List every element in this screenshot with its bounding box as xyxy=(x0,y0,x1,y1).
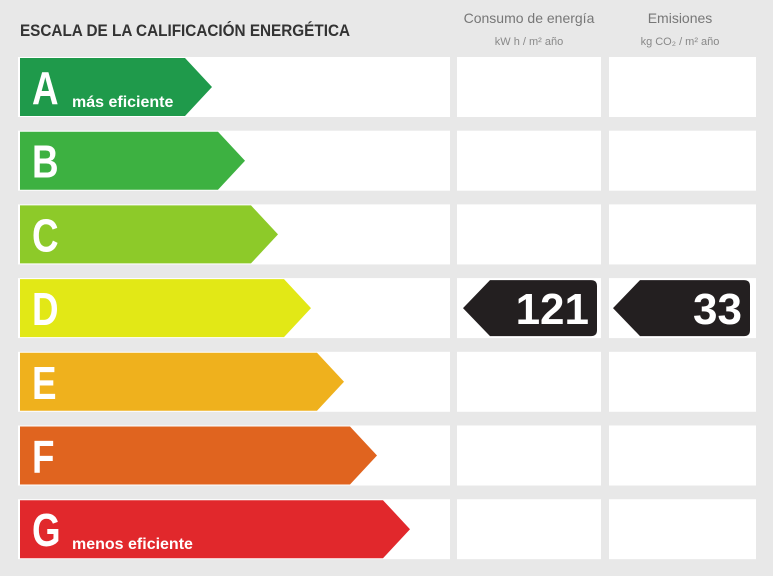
value-cell xyxy=(609,57,756,117)
value-cell xyxy=(609,351,756,412)
column-title: Consumo de energía xyxy=(464,10,595,26)
value-cell xyxy=(457,499,601,560)
column-unit: kg CO₂ / m² año xyxy=(641,36,720,48)
value-cell xyxy=(457,204,601,265)
column-unit: kW h / m² año xyxy=(495,36,563,48)
indicator-arrow xyxy=(463,280,597,337)
indicator-arrow xyxy=(613,280,750,337)
rating-letter: C xyxy=(32,209,59,261)
column-title: Emisiones xyxy=(648,10,713,26)
rating-note: menos eficiente xyxy=(72,536,193,553)
rating-note: más eficiente xyxy=(72,94,173,111)
rating-letter: A xyxy=(32,62,59,114)
title: ESCALA DE LA CALIFICACIÓN ENERGÉTICA xyxy=(20,20,350,40)
rating-arrow xyxy=(20,131,245,190)
rating-letter: E xyxy=(32,357,57,409)
value-cell xyxy=(609,499,756,560)
rating-arrow xyxy=(20,205,278,264)
rating-arrow xyxy=(20,58,212,116)
rating-letter: B xyxy=(32,136,59,188)
emisiones-value: 33 xyxy=(693,285,742,334)
value-cell xyxy=(609,130,756,191)
rating-letter: F xyxy=(32,431,54,483)
value-cell xyxy=(457,351,601,412)
value-cell xyxy=(457,57,601,117)
consumo-value: 121 xyxy=(516,285,589,334)
rating-letter: G xyxy=(32,504,61,556)
rating-arrow xyxy=(20,279,311,338)
value-cell xyxy=(457,130,601,191)
rating-arrow xyxy=(20,500,410,559)
rating-arrow xyxy=(20,426,377,485)
value-cell xyxy=(609,204,756,265)
rating-letter: D xyxy=(32,283,59,335)
value-cell xyxy=(457,425,601,486)
rating-arrow xyxy=(20,352,344,411)
value-cell xyxy=(609,425,756,486)
